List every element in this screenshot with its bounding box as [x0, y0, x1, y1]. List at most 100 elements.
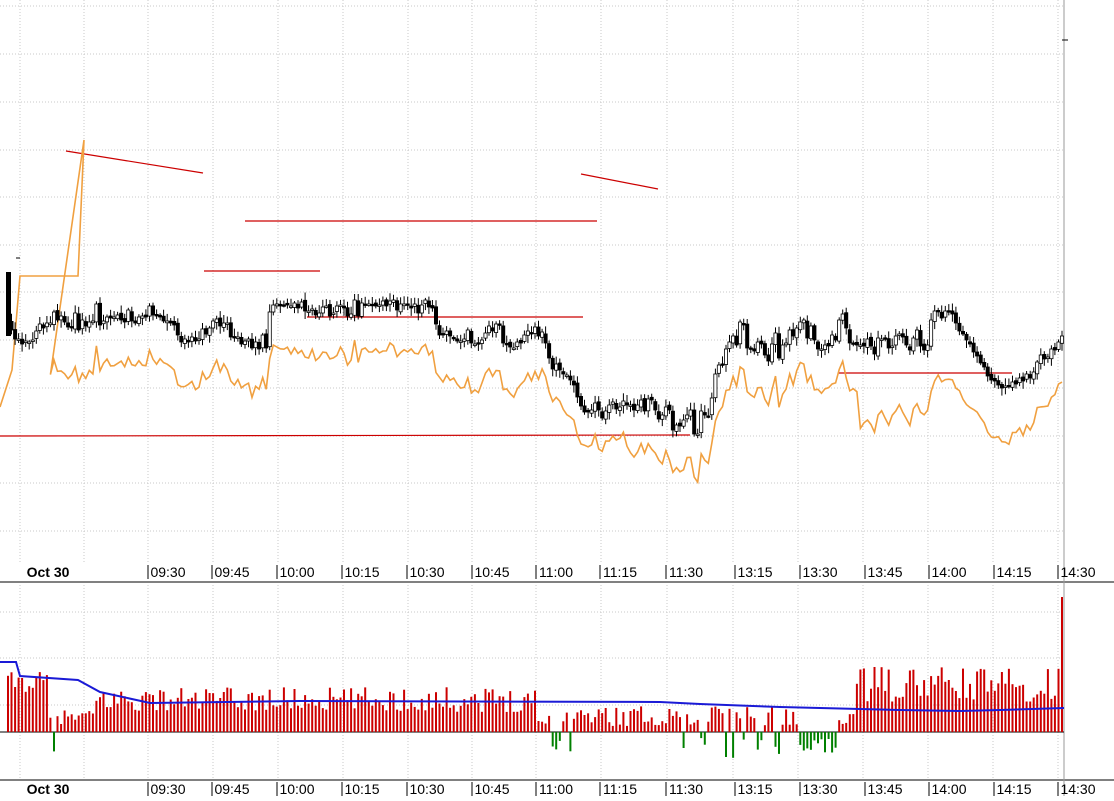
candle-57 — [207, 325, 212, 343]
volume-bar-277 — [986, 691, 989, 732]
candle-body-258 — [918, 330, 923, 347]
candle-174 — [621, 393, 626, 414]
candle-body-114 — [409, 305, 414, 309]
candle-173 — [617, 402, 622, 417]
candle-body-234 — [833, 335, 838, 341]
candle-body-131 — [469, 330, 474, 344]
candle-284 — [1010, 375, 1015, 391]
candle-body-128 — [458, 340, 463, 343]
candle-body-16 — [62, 316, 67, 323]
candle-165 — [589, 404, 594, 417]
candle-body-291 — [1035, 361, 1040, 375]
volume-bar-117 — [420, 698, 423, 732]
candle-body-153 — [547, 343, 552, 359]
candle-158 — [564, 372, 569, 379]
candle-136 — [486, 320, 491, 336]
volume-bar-193 — [689, 724, 692, 732]
volume-x-tick-label-12: 13:45 — [867, 781, 902, 796]
candle-body-170 — [607, 404, 612, 413]
candle-215 — [766, 347, 771, 366]
candle-body-100 — [359, 302, 364, 317]
candle-293 — [1042, 351, 1047, 366]
volume-bar-51 — [187, 699, 190, 732]
volume-bar-70 — [254, 710, 257, 732]
candle-body-78 — [281, 304, 286, 307]
candle-4 — [20, 332, 25, 352]
candle-32 — [119, 305, 124, 325]
candle-112 — [402, 296, 407, 310]
volume-x-tick-label-14: 14:15 — [996, 781, 1031, 796]
candle-body-161 — [575, 382, 580, 398]
candle-94 — [338, 299, 343, 314]
candle-260 — [925, 339, 930, 358]
candle-249 — [886, 331, 891, 354]
candle-body-187 — [667, 404, 672, 411]
candle-72 — [260, 332, 265, 353]
volume-bar-238 — [848, 714, 851, 732]
candle-226 — [805, 315, 810, 345]
candle-122 — [437, 320, 442, 339]
candle-body-196 — [699, 410, 704, 434]
volume-bar-75 — [272, 705, 275, 732]
candle-121 — [433, 300, 438, 330]
candle-body-38 — [140, 315, 145, 319]
candle-body-194 — [692, 409, 697, 435]
candle-body-50 — [182, 338, 187, 344]
candle-285 — [1014, 377, 1019, 389]
candle-body-47 — [172, 320, 177, 326]
candle-195 — [695, 428, 700, 439]
volume-bar-154 — [551, 732, 554, 747]
volume-bar-255 — [908, 670, 911, 732]
candle-left-edge — [6, 272, 11, 336]
volume-bar-244 — [870, 688, 872, 732]
candle-body-182 — [649, 396, 654, 401]
volume-bar-253 — [901, 696, 904, 732]
volume-bar-283 — [1007, 668, 1010, 732]
candle-body-160 — [571, 380, 576, 386]
candle-298 — [1060, 330, 1065, 351]
volume-bar-192 — [686, 714, 689, 732]
price-x-tick-label-10: 13:15 — [737, 564, 772, 580]
volume-bar-25 — [95, 700, 98, 732]
candle-body-151 — [540, 331, 545, 338]
volume-bar-13 — [53, 732, 55, 752]
volume-bar-294 — [1046, 669, 1049, 732]
candle-275 — [978, 351, 983, 366]
volume-bar-101 — [364, 687, 367, 732]
volume-bar-229 — [817, 732, 819, 744]
volume-bar-30 — [113, 693, 116, 732]
candle-163 — [582, 399, 587, 415]
candle-264 — [939, 305, 944, 321]
candle-body-106 — [380, 300, 385, 306]
candle-body-178 — [635, 404, 640, 411]
candle-body-163 — [582, 405, 587, 413]
candle-52 — [189, 332, 194, 348]
candle-80 — [288, 298, 293, 309]
candle-body-54 — [196, 338, 201, 341]
candle-body-169 — [603, 410, 608, 420]
candle-64 — [232, 328, 237, 342]
candle-body-180 — [642, 398, 647, 412]
volume-bar-47 — [173, 704, 176, 732]
volume-bar-243 — [866, 701, 869, 732]
candle-body-164 — [586, 409, 591, 413]
candle-168 — [600, 407, 605, 421]
volume-bar-24 — [91, 713, 94, 732]
volume-bar-85 — [307, 703, 310, 732]
volume-bar-156 — [558, 732, 561, 741]
volume-bar-245 — [873, 667, 876, 732]
candle-body-188 — [670, 410, 675, 431]
candle-body-121 — [433, 306, 438, 325]
candle-84 — [303, 292, 308, 319]
volume-bar-186 — [664, 723, 667, 732]
candle-137 — [490, 321, 495, 338]
volume-bar-87 — [314, 705, 317, 732]
candle-body-166 — [593, 402, 598, 412]
volume-bar-74 — [268, 689, 271, 732]
volume-bar-274 — [976, 671, 979, 732]
candle-236 — [840, 309, 845, 325]
candle-153 — [547, 340, 552, 364]
volume-bar-105 — [378, 701, 381, 732]
volume-bar-250 — [891, 701, 894, 732]
volume-bar-218 — [778, 732, 780, 754]
